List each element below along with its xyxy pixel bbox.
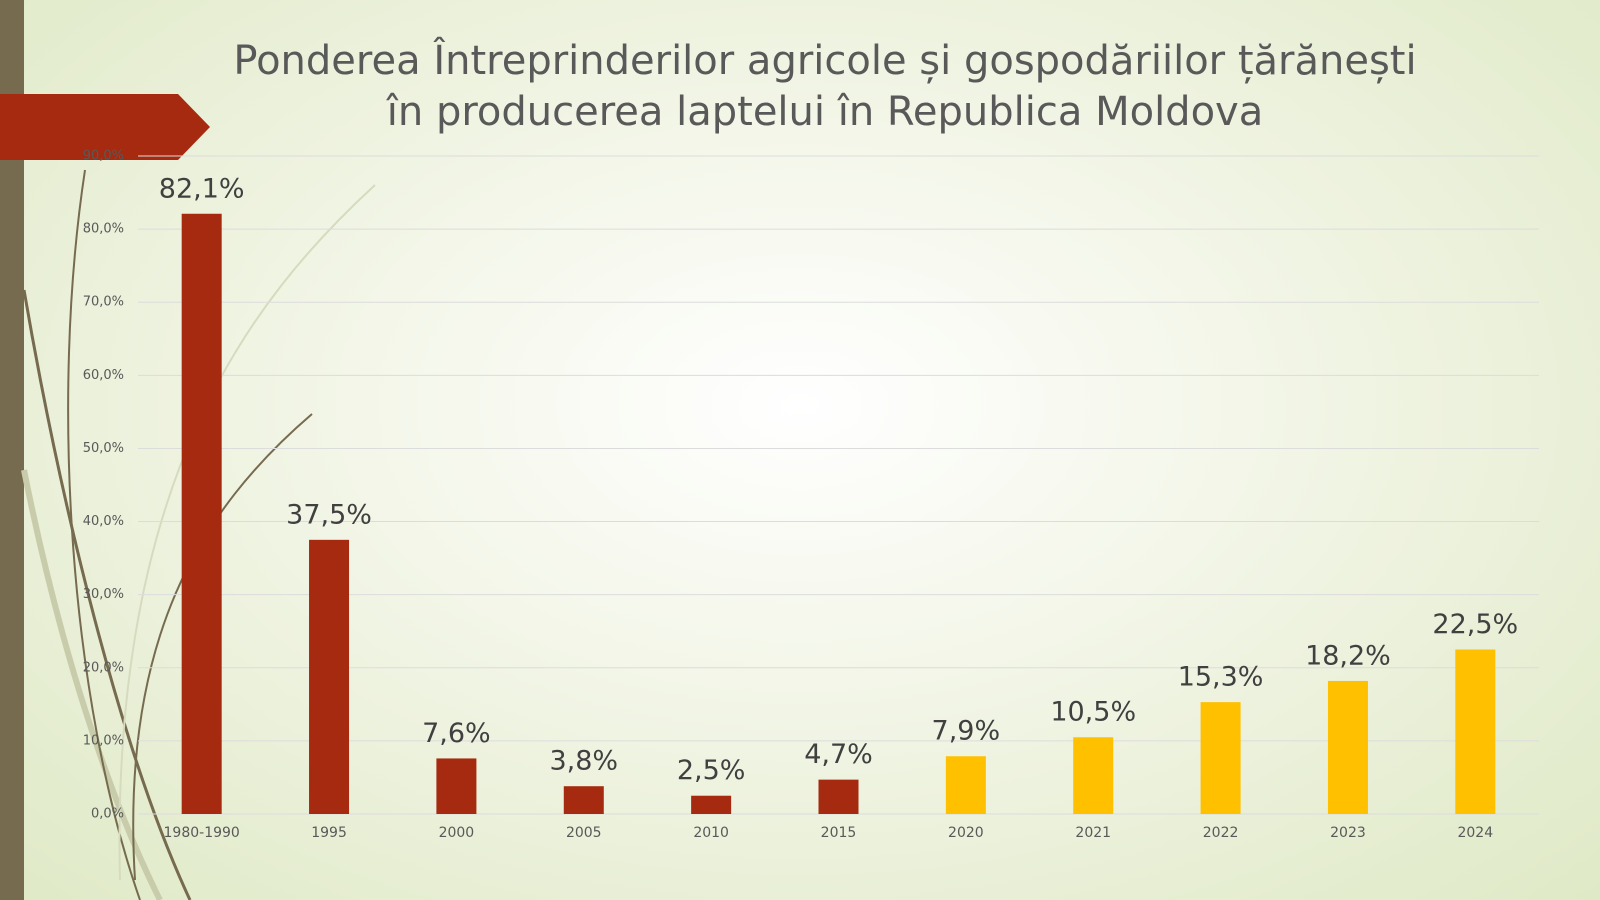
y-tick-label: 80,0% (83, 222, 124, 237)
x-tick-label: 2015 (821, 825, 857, 841)
y-tick-label: 20,0% (83, 660, 124, 675)
value-label: 2,5% (677, 755, 746, 786)
bar (1327, 680, 1368, 814)
x-tick-label: 2005 (566, 825, 602, 841)
x-tick-label: 2024 (1457, 825, 1493, 841)
y-tick-label: 50,0% (83, 441, 124, 456)
bar (1455, 649, 1496, 814)
value-label: 4,7% (804, 739, 873, 770)
y-tick-label: 40,0% (83, 514, 124, 529)
value-label: 7,6% (422, 718, 491, 749)
bar (945, 756, 986, 814)
value-label: 3,8% (549, 746, 618, 777)
bar (181, 213, 222, 814)
chart-title: Ponderea Întreprinderilor agricole și go… (233, 38, 1417, 135)
y-tick-label: 90,0% (83, 149, 124, 164)
bar (309, 539, 350, 814)
x-tick-label: 2022 (1203, 825, 1239, 841)
x-tick-label: 2020 (948, 825, 984, 841)
x-tick-label: 2000 (439, 825, 475, 841)
value-label: 82,1% (159, 173, 245, 204)
x-tick-label: 1995 (311, 825, 347, 841)
value-label: 7,9% (932, 716, 1001, 747)
y-tick-label: 10,0% (83, 733, 124, 748)
value-label: 37,5% (286, 499, 372, 530)
value-label: 18,2% (1305, 640, 1391, 671)
y-tick-label: 30,0% (83, 587, 124, 602)
value-label: 22,5% (1432, 609, 1518, 640)
x-tick-label: 2021 (1075, 825, 1111, 841)
bar (1200, 702, 1241, 814)
value-label: 15,3% (1178, 662, 1264, 693)
x-tick-label: 2010 (693, 825, 729, 841)
bar (1073, 737, 1114, 814)
bar (818, 779, 859, 814)
value-label: 10,5% (1050, 697, 1136, 728)
bar (691, 795, 732, 814)
bar (563, 786, 604, 814)
title-arrow (0, 94, 210, 160)
y-tick-label: 70,0% (83, 295, 124, 310)
bar (436, 758, 477, 814)
y-tick-label: 0,0% (91, 807, 124, 822)
x-tick-label: 1980-1990 (164, 825, 240, 841)
y-tick-label: 60,0% (83, 368, 124, 383)
x-tick-label: 2023 (1330, 825, 1366, 841)
